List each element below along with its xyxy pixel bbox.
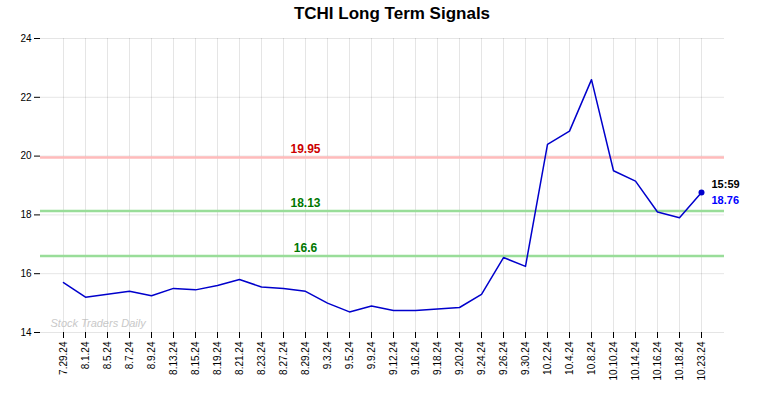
svg-text:8.19.24: 8.19.24 xyxy=(212,341,223,375)
svg-text:22: 22 xyxy=(20,92,32,103)
svg-text:24: 24 xyxy=(20,33,32,44)
svg-text:8.7.24: 8.7.24 xyxy=(124,341,135,369)
svg-text:18.13: 18.13 xyxy=(290,196,320,210)
svg-text:8.21.24: 8.21.24 xyxy=(234,341,245,375)
svg-text:8.27.24: 8.27.24 xyxy=(278,341,289,375)
svg-text:18: 18 xyxy=(20,209,32,220)
html-text:TCHI Long Term Signals: TCHI Long Term Signals xyxy=(293,4,491,23)
svg-text:8.1.24: 8.1.24 xyxy=(80,341,91,369)
svg-text:19.95: 19.95 xyxy=(290,142,320,156)
svg-text:Stock Traders Daily: Stock Traders Daily xyxy=(51,317,148,329)
svg-text:9.18.24: 9.18.24 xyxy=(432,341,443,375)
svg-text:16.6: 16.6 xyxy=(294,241,318,255)
svg-text:9.5.24: 9.5.24 xyxy=(344,341,355,369)
svg-text:8.29.24: 8.29.24 xyxy=(300,341,311,375)
svg-text:9.3.24: 9.3.24 xyxy=(322,341,333,369)
svg-text:10.2.24: 10.2.24 xyxy=(542,341,553,375)
svg-text:10.23.24: 10.23.24 xyxy=(696,341,707,380)
svg-text:9.24.24: 9.24.24 xyxy=(476,341,487,375)
svg-text:9.30.24: 9.30.24 xyxy=(520,341,531,375)
svg-text:9.12.24: 9.12.24 xyxy=(388,341,399,375)
svg-text:8.5.24: 8.5.24 xyxy=(102,341,113,369)
svg-text:10.10.24: 10.10.24 xyxy=(608,341,619,380)
svg-text:15:59: 15:59 xyxy=(712,178,740,190)
svg-text:8.15.24: 8.15.24 xyxy=(190,341,201,375)
svg-text:8.23.24: 8.23.24 xyxy=(256,341,267,375)
svg-text:10.14.24: 10.14.24 xyxy=(630,341,641,380)
svg-text:16: 16 xyxy=(20,268,32,279)
svg-text:7.29.24: 7.29.24 xyxy=(58,341,69,375)
svg-text:18.76: 18.76 xyxy=(712,194,740,206)
svg-text:10.8.24: 10.8.24 xyxy=(586,341,597,375)
svg-text:9.16.24: 9.16.24 xyxy=(410,341,421,375)
svg-text:10.18.24: 10.18.24 xyxy=(674,341,685,380)
svg-text:8.9.24: 8.9.24 xyxy=(146,341,157,369)
svg-text:10.16.24: 10.16.24 xyxy=(652,341,663,380)
svg-text:9.20.24: 9.20.24 xyxy=(454,341,465,375)
svg-text:14: 14 xyxy=(20,327,32,338)
svg-text:8.13.24: 8.13.24 xyxy=(168,341,179,375)
svg-text:20: 20 xyxy=(20,150,32,161)
svg-text:9.9.24: 9.9.24 xyxy=(366,341,377,369)
svg-text:10.4.24: 10.4.24 xyxy=(564,341,575,375)
svg-text:9.26.24: 9.26.24 xyxy=(498,341,509,375)
